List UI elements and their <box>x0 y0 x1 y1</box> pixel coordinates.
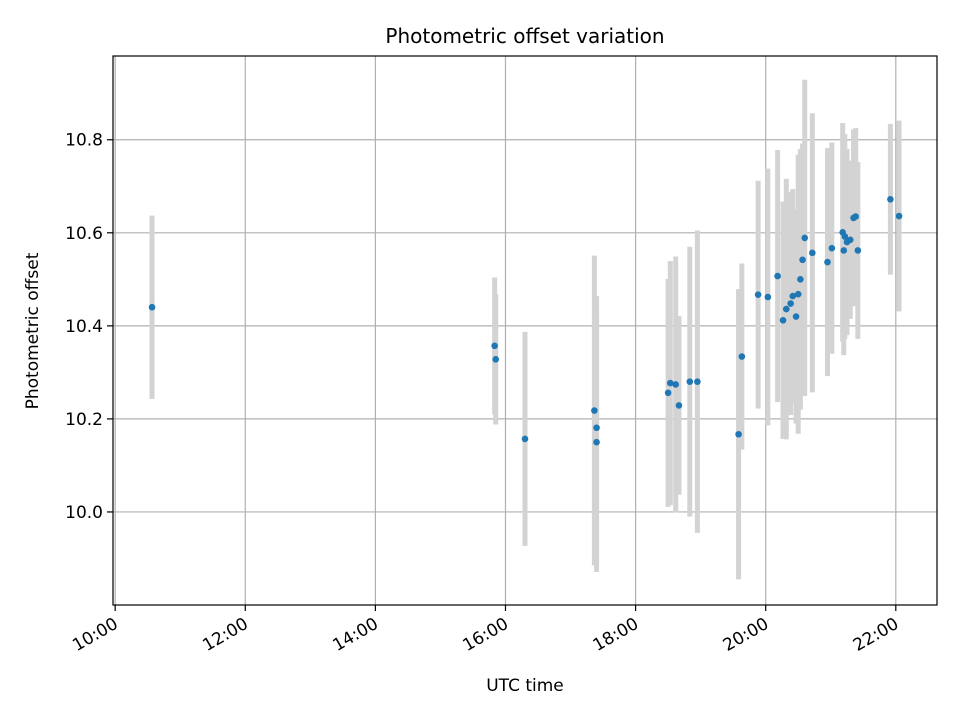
data-point <box>686 378 694 385</box>
y-axis-label: Photometric offset <box>23 252 43 409</box>
data-point <box>764 293 772 301</box>
chart-title: Photometric offset variation <box>385 24 664 48</box>
data-point <box>794 290 802 298</box>
y-tick-label: 10.2 <box>65 410 103 430</box>
data-point <box>841 233 849 240</box>
data-point <box>887 195 894 203</box>
data-point <box>782 305 790 313</box>
data-point <box>491 342 498 350</box>
data-point <box>738 353 746 360</box>
data-point <box>852 213 859 220</box>
data-point <box>895 212 903 220</box>
data-point <box>797 276 804 283</box>
data-point <box>774 272 781 280</box>
data-point <box>735 430 742 438</box>
data-point <box>854 247 862 254</box>
data-point <box>694 378 701 385</box>
y-tick-label: 10.0 <box>65 503 103 523</box>
data-point <box>664 389 672 397</box>
data-point <box>809 249 816 257</box>
data-point <box>801 234 809 242</box>
data-point <box>521 435 529 443</box>
data-point <box>846 236 854 244</box>
y-tick-label: 10.4 <box>65 317 103 337</box>
data-point <box>787 300 794 307</box>
data-point <box>492 356 500 363</box>
data-point <box>593 424 600 432</box>
data-point <box>675 402 683 409</box>
y-axis-ticks: 10.0 10.2 10.4 10.6 10.8 <box>65 131 113 523</box>
data-point <box>672 381 680 388</box>
data-point <box>779 316 787 324</box>
data-point <box>789 292 797 300</box>
data-point <box>666 379 674 387</box>
data-point <box>792 313 800 320</box>
data-point <box>148 303 156 311</box>
data-point <box>754 291 762 298</box>
plot-frame <box>112 55 938 606</box>
x-axis-label: UTC time <box>486 676 564 696</box>
data-point <box>840 247 848 254</box>
data-point <box>799 256 806 264</box>
data-point <box>824 258 831 266</box>
y-tick-label: 10.8 <box>65 131 103 151</box>
data-point <box>591 407 598 414</box>
data-point <box>593 438 600 446</box>
y-tick-label: 10.6 <box>65 224 103 244</box>
data-markers <box>148 195 903 446</box>
data-point <box>828 244 836 252</box>
